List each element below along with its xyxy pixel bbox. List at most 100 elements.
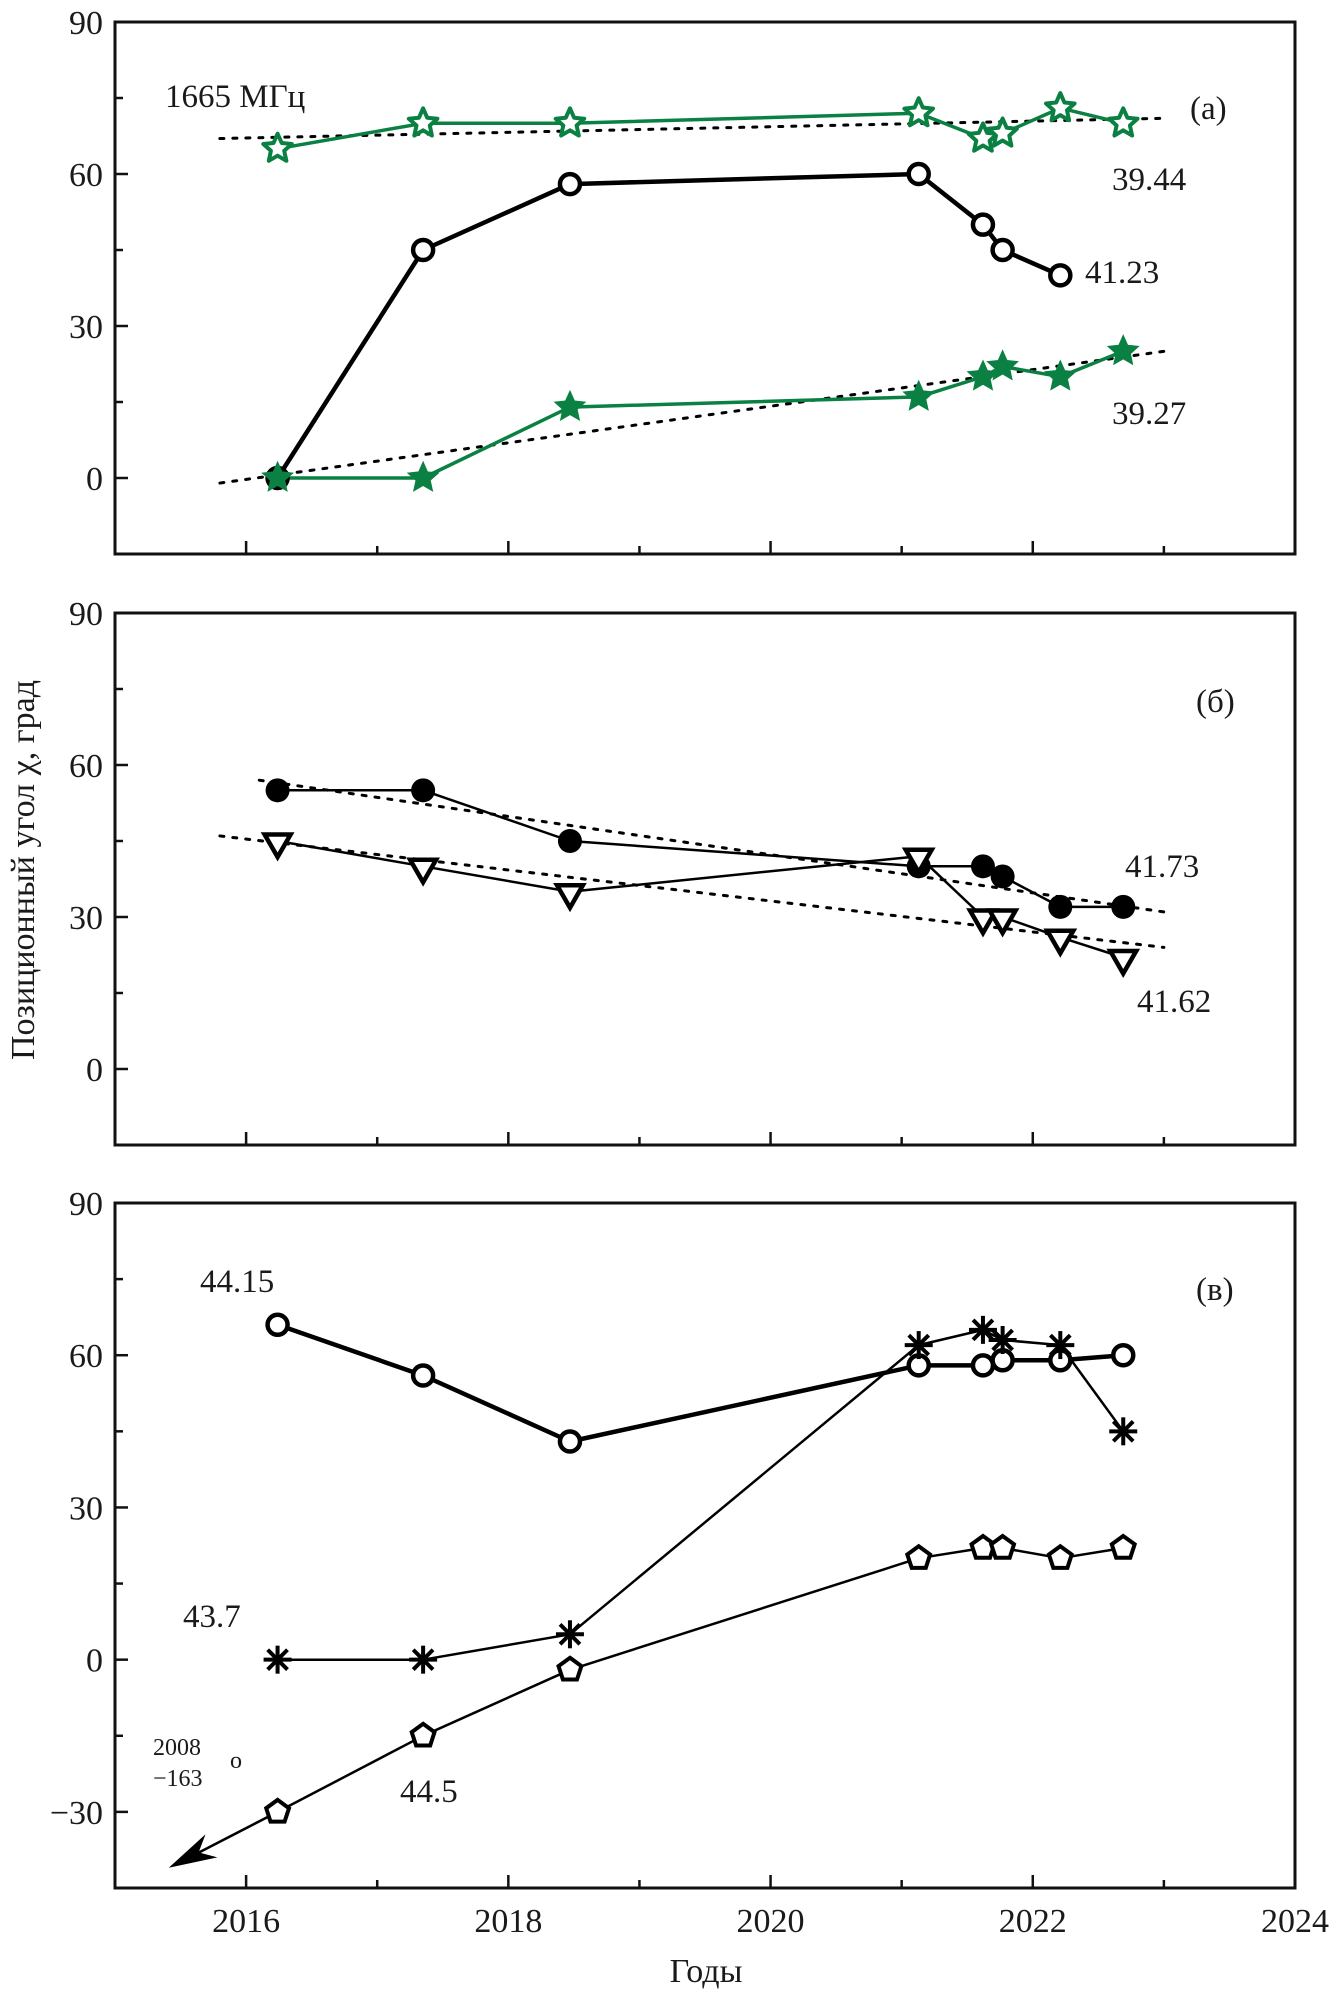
panel-frame bbox=[113, 20, 1297, 556]
x-tick-label: 2016 bbox=[212, 1903, 280, 1940]
panels: 0 30 60 90 0 30 60 90 −30 0 30 60 90 2016 2018 2020 2022… bbox=[50, 5, 1329, 1940]
asterisk-marker bbox=[968, 1315, 997, 1344]
series-line bbox=[277, 789, 1124, 909]
panel-c: −30 0 30 60 90 2016 2018 2020 2022 2024 bbox=[50, 1186, 1329, 1940]
asterisk-stroke bbox=[907, 1333, 931, 1357]
open-star-marker bbox=[902, 96, 935, 128]
panel-frame bbox=[113, 1201, 1297, 1890]
filled-circle-marker bbox=[990, 864, 1015, 889]
open-pentagon-marker bbox=[904, 1543, 933, 1570]
open-star-marker bbox=[986, 116, 1019, 148]
open-triangle-down-marker bbox=[1043, 928, 1078, 958]
asterisk-stroke bbox=[991, 1328, 1014, 1352]
y-tick-label: 90 bbox=[69, 1186, 103, 1223]
annotation-39-27: 39.27 bbox=[1112, 396, 1186, 432]
series-markers-43-7 bbox=[263, 1315, 1138, 1674]
asterisk-marker bbox=[555, 1620, 584, 1649]
y-tick-label: 30 bbox=[69, 309, 103, 346]
panel-b: 0 30 60 90 bbox=[69, 596, 1297, 1147]
series-markers-39-44 bbox=[261, 91, 1140, 163]
open-circle-marker bbox=[265, 1312, 290, 1338]
annotation-41-62: 41.62 bbox=[1137, 984, 1211, 1020]
filled-circle-marker bbox=[265, 778, 290, 803]
filled-circle-marker bbox=[970, 854, 995, 879]
filled-circle-marker bbox=[1111, 894, 1136, 919]
y-tick-label: 30 bbox=[69, 900, 103, 937]
open-triangle-down-marker bbox=[901, 847, 936, 877]
asterisk-marker bbox=[1109, 1417, 1138, 1446]
x-tick-label: 2024 bbox=[1261, 1903, 1329, 1940]
asterisk-stroke bbox=[1111, 1420, 1135, 1443]
y-tick-label: 30 bbox=[69, 1490, 103, 1527]
panel-a-label: (a) bbox=[1190, 91, 1227, 127]
arrow-head-icon bbox=[168, 1834, 218, 1868]
filled-star-marker bbox=[261, 460, 294, 492]
open-triangle-down-marker bbox=[406, 857, 440, 887]
x-axis-title: Годы bbox=[670, 1953, 743, 1990]
open-star-marker bbox=[553, 106, 587, 138]
filled-circle-marker bbox=[557, 829, 582, 853]
open-pentagon-marker bbox=[988, 1533, 1017, 1560]
y-tick-label: 60 bbox=[69, 157, 103, 194]
x-tick-label: 2020 bbox=[737, 1903, 805, 1940]
open-circle-marker bbox=[970, 212, 996, 237]
asterisk-stroke bbox=[971, 1318, 995, 1342]
open-pentagon-marker bbox=[1109, 1533, 1138, 1560]
filled-star-marker bbox=[1043, 359, 1077, 391]
annotation-44-5: 44.5 bbox=[400, 1774, 458, 1810]
y-tick-label: 0 bbox=[86, 1052, 103, 1089]
x-tick-label: 2018 bbox=[474, 1903, 542, 1940]
asterisk-stroke bbox=[411, 1648, 435, 1671]
filled-star-marker bbox=[902, 379, 936, 411]
open-pentagon-marker bbox=[263, 1797, 292, 1824]
open-star-marker bbox=[1044, 91, 1077, 123]
annotation-41-23: 41.23 bbox=[1085, 255, 1159, 291]
y-tick-label: −30 bbox=[50, 1795, 103, 1832]
x-tick-label: 2022 bbox=[999, 1903, 1067, 1940]
arrow-line bbox=[188, 1810, 279, 1859]
asterisk-stroke bbox=[1048, 1333, 1072, 1357]
open-triangle-down-marker bbox=[1106, 948, 1141, 979]
open-circle-marker bbox=[970, 1353, 996, 1378]
asterisk-marker bbox=[904, 1331, 933, 1360]
open-circle-marker bbox=[557, 171, 583, 197]
series-markers-44-5 bbox=[263, 1533, 1138, 1824]
open-circle-marker bbox=[410, 1363, 436, 1388]
asterisk-marker bbox=[988, 1326, 1017, 1354]
open-circle-marker bbox=[557, 1429, 583, 1454]
trend-line bbox=[257, 778, 1166, 914]
annotation-angle-163: −163 bbox=[153, 1766, 203, 1792]
filled-star-marker bbox=[406, 460, 440, 492]
series-line bbox=[276, 1322, 1124, 1444]
series-markers-41-23 bbox=[265, 161, 1073, 491]
asterisk-marker bbox=[263, 1645, 292, 1674]
series-markers-44-15 bbox=[265, 1312, 1136, 1454]
asterisk-stroke bbox=[558, 1622, 582, 1646]
frequency-label: 1665 МГц bbox=[165, 79, 305, 115]
asterisk-stroke bbox=[266, 1648, 289, 1671]
open-star-marker bbox=[1107, 106, 1140, 138]
series-line bbox=[275, 171, 1062, 480]
open-pentagon-marker bbox=[409, 1721, 437, 1748]
panel-c-label: (в) bbox=[1196, 1272, 1234, 1308]
y-tick-label: 90 bbox=[69, 5, 103, 42]
series-line bbox=[277, 106, 1124, 151]
series-line bbox=[277, 1546, 1124, 1814]
panel-frame bbox=[113, 611, 1297, 1147]
panel-a: 0 30 60 90 bbox=[69, 5, 1297, 556]
annotation-year-2008: 2008 bbox=[153, 1735, 201, 1761]
filled-circle-marker bbox=[1048, 894, 1073, 919]
filled-star-marker bbox=[986, 349, 1019, 381]
annotation-41-73: 41.73 bbox=[1125, 849, 1199, 885]
trend-line bbox=[218, 116, 1166, 141]
series-markers-39-27 bbox=[261, 334, 1140, 492]
open-star-marker bbox=[406, 106, 440, 138]
open-pentagon-marker bbox=[1046, 1543, 1075, 1570]
panel-b-label: (б) bbox=[1196, 684, 1235, 720]
asterisk-marker bbox=[1046, 1331, 1075, 1360]
y-tick-label: 90 bbox=[69, 596, 103, 633]
open-circle-marker bbox=[906, 161, 931, 187]
series-markers-41-62 bbox=[260, 832, 1141, 979]
open-pentagon-marker bbox=[556, 1655, 584, 1682]
